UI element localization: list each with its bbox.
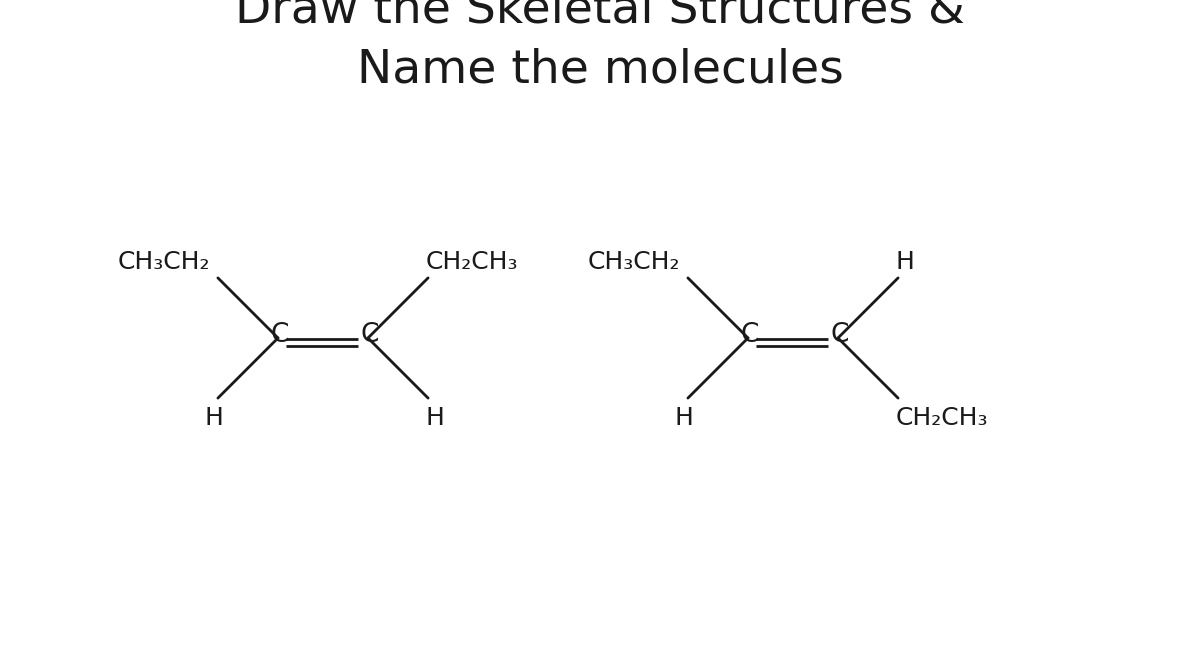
Text: C: C xyxy=(830,322,848,348)
Text: CH₂CH₃: CH₂CH₃ xyxy=(895,406,989,430)
Text: CH₃CH₂: CH₃CH₂ xyxy=(587,250,680,274)
Text: CH₂CH₃: CH₂CH₃ xyxy=(426,250,518,274)
Text: H: H xyxy=(895,250,914,274)
Text: Draw the Skeletal Structures &: Draw the Skeletal Structures & xyxy=(235,0,965,33)
Text: H: H xyxy=(674,406,694,430)
Text: C: C xyxy=(360,322,378,348)
Text: C: C xyxy=(740,322,758,348)
Text: C: C xyxy=(270,322,288,348)
Text: CH₃CH₂: CH₃CH₂ xyxy=(118,250,210,274)
Text: Name the molecules: Name the molecules xyxy=(356,48,844,93)
Text: H: H xyxy=(426,406,444,430)
Text: H: H xyxy=(204,406,223,430)
